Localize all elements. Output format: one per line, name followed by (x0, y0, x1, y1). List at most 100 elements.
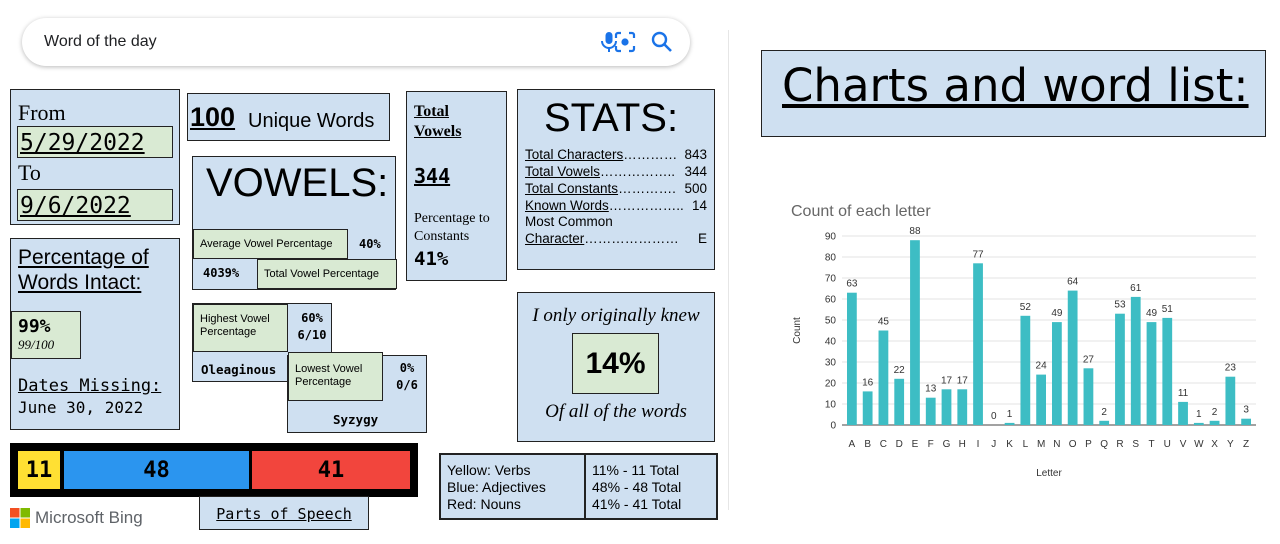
stats-panel: STATS: Total Characters………… 843 Total Vowe… (517, 89, 715, 270)
x-tick-label: K (1006, 439, 1013, 450)
to-label: To (18, 160, 41, 185)
highest-vowel-stats: 60% 6/10 (293, 310, 331, 344)
unique-label: Unique Words (248, 110, 375, 132)
search-input[interactable]: Word of the day (44, 33, 157, 50)
x-axis-label: Letter (1036, 468, 1062, 479)
verbs-count: 11 (25, 457, 53, 483)
bar (1162, 317, 1173, 425)
x-tick-label: P (1085, 439, 1092, 450)
search-icon[interactable] (651, 31, 673, 53)
nouns-count: 41 (317, 457, 345, 483)
x-tick-label: H (959, 439, 966, 450)
intact-ratio: 99/100 (18, 337, 55, 352)
unique-count: 100 (190, 102, 236, 132)
total-vowel-label: Total Vowel Percentage (257, 259, 397, 289)
bar (1146, 322, 1157, 425)
y-tick-label: 70 (825, 274, 837, 285)
data-label: 88 (909, 226, 921, 237)
data-label: 64 (1067, 277, 1079, 288)
data-label: 52 (1020, 302, 1032, 313)
data-label: 13 (925, 384, 937, 395)
charts-title: Charts and word list: (782, 59, 1249, 112)
x-tick-label: A (849, 439, 856, 450)
search-bar[interactable]: Word of the day (22, 18, 690, 66)
microphone-icon[interactable] (599, 31, 619, 53)
microsoft-logo-icon (10, 508, 30, 528)
knew-line1: I only originally knew (532, 305, 700, 326)
data-label: 77 (972, 249, 984, 260)
x-tick-label: Y (1227, 439, 1234, 450)
stats-common-row: Character ………………… E (525, 231, 707, 246)
bar (1225, 376, 1236, 425)
parts-of-speech-label-box: Parts of Speech (199, 496, 369, 530)
highest-vowel-panel: Highest Vowel Percentage 60% 6/10 Oleagi… (192, 303, 332, 382)
stats-common-label2: Character (525, 231, 585, 246)
stats-row-label: Known Words (525, 198, 609, 213)
date-range-panel: From 5/29/2022 To 9/6/2022 (10, 89, 180, 225)
highest-pct: 60% (301, 311, 323, 325)
x-tick-label: G (943, 439, 951, 450)
legend-right-item: 48% - 48 Total (592, 479, 682, 495)
from-date: 5/29/2022 (17, 126, 173, 158)
data-label: 0 (991, 411, 997, 422)
x-tick-label: T (1148, 439, 1154, 450)
to-date: 9/6/2022 (17, 189, 173, 221)
unique-words-panel: 100 Unique Words (187, 93, 390, 141)
lowest-vowel-label: Lowest Vowel Percentage (288, 352, 383, 401)
x-tick-label: Z (1243, 439, 1249, 450)
stats-row-dots: …………. (618, 181, 676, 196)
data-label: 11 (1178, 388, 1189, 399)
x-tick-label: U (1164, 439, 1171, 450)
x-tick-label: V (1180, 439, 1187, 450)
stats-row-label: Total Constants (525, 181, 619, 196)
y-axis-label: Count (792, 317, 803, 344)
data-label: 61 (1130, 283, 1142, 294)
x-tick-label: O (1069, 439, 1077, 450)
lowest-label-line1: Lowest Vowel (295, 363, 363, 375)
x-tick-label: R (1116, 439, 1123, 450)
data-label: 17 (957, 375, 969, 386)
stats-row-dots: ………… (623, 147, 678, 162)
dates-missing-label: Dates Missing: (18, 376, 162, 396)
bar (910, 240, 920, 425)
avg-vowel-value: 40% (359, 237, 381, 251)
avg-vowel-label-text: Average Vowel Percentage (200, 238, 333, 250)
nouns-segment: 41 (252, 451, 410, 489)
data-label: 51 (1162, 304, 1174, 315)
x-tick-label: E (912, 439, 919, 450)
x-tick-label: L (1023, 439, 1029, 450)
known-words-panel: I only originally knew 14% Of all of the… (517, 292, 715, 442)
knew-pct: 14% (585, 346, 646, 380)
bar (862, 391, 873, 425)
legend-left-column: Yellow: Verbs Blue: Adjectives Red: Nouns (447, 462, 546, 513)
letter-count-chart: Count of each letter0102030405060708090C… (791, 203, 1256, 479)
bar (973, 263, 983, 425)
x-tick-label: C (880, 439, 887, 450)
bar (957, 389, 968, 425)
stats-row-value: 14 (691, 198, 707, 213)
vowels-title: VOWELS: (206, 161, 389, 205)
stats-row-value: 344 (684, 164, 707, 179)
x-tick-label: D (896, 439, 903, 450)
legend-column-divider (584, 455, 586, 518)
words-intact-panel: Percentage of Words Intact: 99% 99/100 D… (10, 238, 180, 430)
panel-divider (728, 30, 729, 510)
intact-pct: 99% (18, 316, 51, 337)
charts-title-panel: Charts and word list: (761, 50, 1266, 137)
x-tick-label: B (864, 439, 871, 450)
knew-pct-box: 14% (572, 333, 659, 394)
data-label: 2 (1212, 407, 1218, 418)
lowest-vowel-stats: 0% 0/6 (388, 360, 426, 394)
chart-title: Count of each letter (791, 203, 931, 220)
bar (1020, 315, 1031, 425)
data-label: 22 (894, 365, 906, 376)
total-vowels-panel: Total Vowels 344 Percentage to Constants… (406, 91, 507, 281)
bar (1067, 290, 1078, 425)
data-label: 45 (878, 317, 890, 328)
lens-camera-icon[interactable] (614, 31, 636, 53)
adjectives-count: 48 (143, 457, 170, 483)
total-vowel-value: 4039% (203, 266, 240, 280)
total-vowel-label-text: Total Vowel Percentage (264, 268, 379, 280)
stats-row-dots: …………….. (608, 198, 684, 213)
bar (1178, 401, 1188, 425)
